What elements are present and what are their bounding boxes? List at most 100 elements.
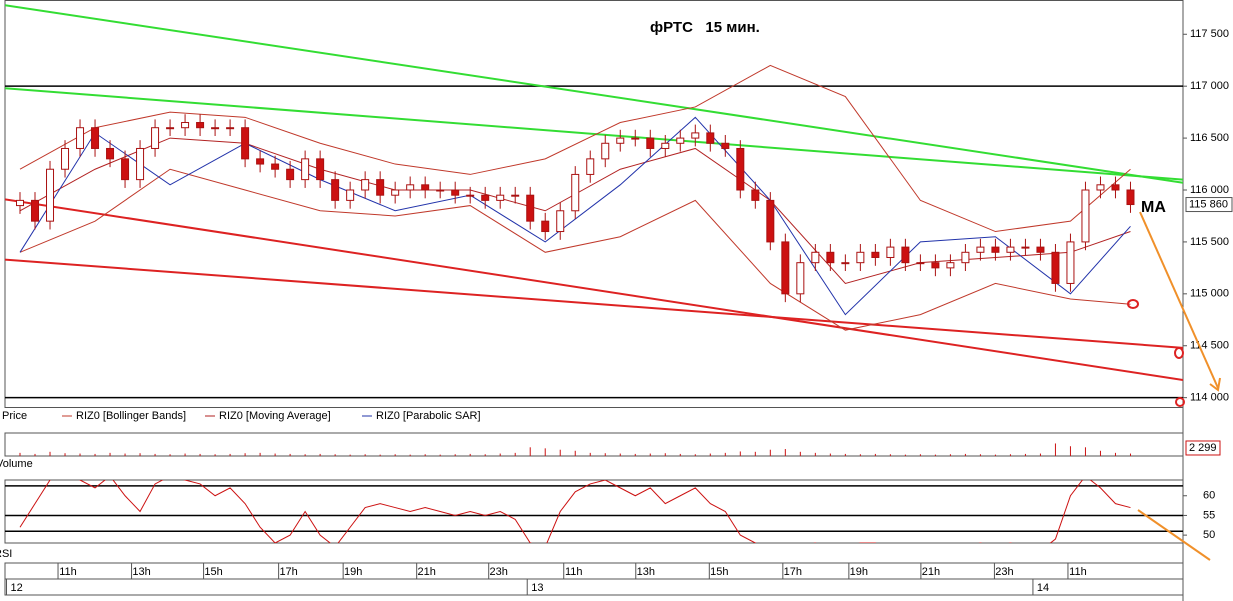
- volume-bar: [664, 453, 666, 456]
- volume-bar: [154, 453, 156, 456]
- x-tick-label: 19h: [344, 566, 362, 578]
- candle-body: [376, 179, 385, 196]
- volume-bar: [844, 453, 846, 456]
- y-tick-label: 55: [1203, 509, 1215, 521]
- candle-body: [106, 147, 115, 160]
- volume-bar: [1024, 453, 1026, 456]
- plot-layer: 114 000 114 500 115 000 115 500 116 000 116 5…: [0, 4, 1233, 595]
- red-circle: [1174, 347, 1184, 359]
- candle-body: [631, 137, 640, 140]
- candle-body: [931, 262, 940, 269]
- y-tick-label: 116 500: [1190, 132, 1229, 144]
- candle-body: [961, 251, 970, 264]
- x-tick-label: 17h: [784, 566, 802, 578]
- volume-bar: [259, 452, 261, 456]
- volume-bar: [544, 448, 546, 456]
- candle-body: [46, 168, 55, 222]
- volume-bar: [364, 454, 366, 456]
- y-tick-label: 117 500: [1190, 28, 1229, 40]
- candle-body: [976, 246, 985, 253]
- candle-body: [196, 122, 205, 129]
- candle-body: [811, 251, 820, 264]
- candle-body: [316, 158, 325, 181]
- candle-body: [601, 142, 610, 160]
- volume-bar: [349, 454, 351, 456]
- red-circle: [1127, 299, 1139, 309]
- last-price-box: [1185, 197, 1233, 213]
- volume-bar: [319, 453, 321, 456]
- volume-bar: [199, 453, 201, 456]
- candle-body: [616, 137, 625, 144]
- volume-bar: [64, 453, 66, 456]
- volume-bar: [124, 453, 126, 456]
- volume-bar: [1099, 450, 1101, 456]
- candle-body: [121, 158, 130, 181]
- candle-body: [826, 251, 835, 264]
- legend-label: RIZ0 [Parabolic SAR]: [376, 410, 481, 422]
- x-tick-label: 23h: [490, 566, 508, 578]
- legend-label: Price: [2, 410, 27, 422]
- candle-body: [676, 137, 685, 144]
- volume-bar: [859, 454, 861, 456]
- volume-bar: [799, 451, 801, 456]
- x-tick-label: 11h: [59, 566, 77, 578]
- last-price-label: 115 860: [1189, 198, 1228, 210]
- x-tick-label: 11h: [1069, 566, 1087, 578]
- candle-body: [706, 132, 715, 144]
- day-label: 12: [11, 582, 23, 594]
- x-tick-label: 15h: [710, 566, 728, 578]
- y-tick-label: 50: [1203, 529, 1215, 541]
- volume-bar: [79, 453, 81, 456]
- volume-bar: [244, 453, 246, 456]
- candle-body: [16, 199, 25, 207]
- candle-body: [916, 262, 925, 265]
- volume-bar: [109, 452, 111, 456]
- candle-body: [481, 194, 490, 201]
- x-tick-label: 17h: [279, 566, 297, 578]
- candle-body: [91, 127, 100, 149]
- candle-body: [796, 262, 805, 295]
- panel-label: Volume: [0, 458, 33, 470]
- candle-body: [391, 189, 400, 196]
- candle-body: [541, 220, 550, 233]
- volume-bar: [49, 451, 51, 456]
- candle-body: [1126, 189, 1135, 206]
- volume-bar: [214, 454, 216, 456]
- volume-bar: [379, 454, 381, 456]
- volume-bar: [229, 453, 231, 456]
- candle-body: [586, 158, 595, 175]
- volume-bar: [139, 453, 141, 456]
- x-tick-label: 23h: [995, 566, 1013, 578]
- volume-bar: [694, 454, 696, 456]
- candle-body: [256, 158, 265, 165]
- volume-bar: [739, 451, 741, 456]
- volume-bar: [559, 449, 561, 456]
- volume-bar: [19, 452, 21, 456]
- volume-bar: [499, 453, 501, 456]
- indicator-line: [19, 64, 1131, 233]
- volume-bar: [439, 454, 441, 456]
- orange-arrow-head: [1209, 377, 1221, 392]
- candle-body: [766, 199, 775, 243]
- candle-body: [1066, 241, 1075, 284]
- candle-body: [346, 189, 355, 201]
- candle-body: [526, 194, 535, 222]
- volume-bar: [979, 454, 981, 456]
- volume-bar: [289, 453, 291, 456]
- candle-body: [991, 246, 1000, 253]
- candle-body: [871, 251, 880, 258]
- orange-arrow: [1139, 211, 1219, 389]
- candle-body: [451, 189, 460, 196]
- candle-body: [1111, 184, 1120, 191]
- candle-body: [421, 184, 430, 191]
- candle-body: [511, 194, 520, 197]
- candle-body: [691, 132, 700, 139]
- candle-body: [271, 163, 280, 170]
- candle-body: [76, 127, 85, 149]
- candle-body: [166, 127, 175, 130]
- candle-body: [136, 147, 145, 181]
- y-tick-label: 114 500: [1190, 340, 1229, 352]
- candle-body: [466, 194, 475, 197]
- candle-body: [1051, 251, 1060, 284]
